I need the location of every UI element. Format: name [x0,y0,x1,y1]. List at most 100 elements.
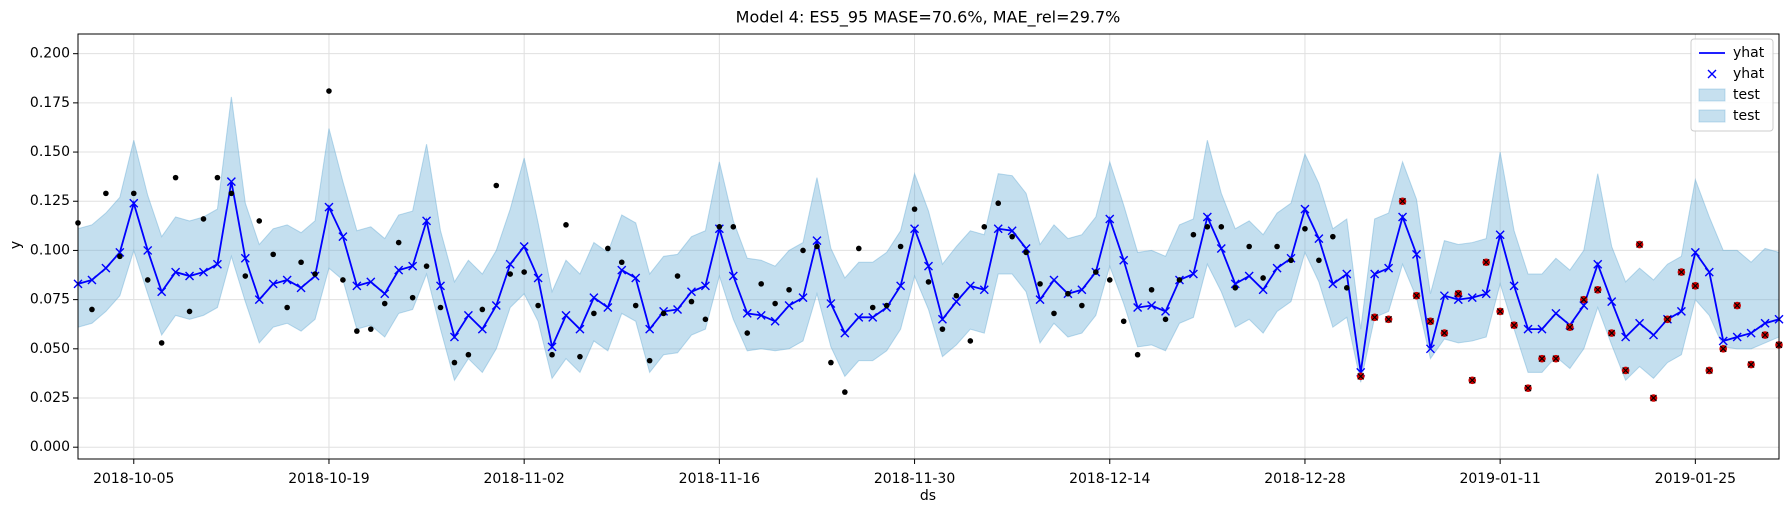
forecast-marker [993,224,1003,234]
actual-point [1079,302,1085,309]
forecast-marker [1676,306,1686,316]
actual-point [381,300,388,307]
test-point [1691,282,1700,290]
forecast-marker [1300,204,1310,214]
test-point [1663,315,1672,324]
legend-box [1690,38,1774,132]
actual-point [1190,231,1197,238]
actual-point [883,302,890,309]
forecast-marker [115,247,125,257]
actual-point [214,174,221,181]
forecast-marker [505,259,515,269]
x-tick-label: 2018-11-16 [679,471,760,487]
actual-point [256,218,263,224]
y-axis-label: y [8,241,24,249]
actual-point [897,243,904,250]
test-point-cross [1719,345,1727,353]
actual-point [869,304,876,311]
forecast-marker [1495,230,1505,240]
forecast-marker [282,275,292,285]
forecast-marker [673,304,683,314]
actual-point [702,316,709,323]
forecast-marker [1077,285,1087,295]
forecast-marker [1035,295,1045,305]
actual-point [479,306,486,313]
actual-point [1037,281,1043,287]
actual-point [911,206,918,212]
x-axis-label: ds [920,488,936,504]
forecast-marker [1216,243,1226,253]
forecast-marker [324,202,334,212]
forecast-marker [1760,318,1770,328]
test-point [1747,360,1755,369]
forecast-marker [854,312,864,322]
x-tick-label: 2019-01-11 [1459,471,1540,487]
forecast-marker [1649,330,1659,340]
forecast-marker [1523,324,1533,334]
forecast-marker [700,281,710,291]
actual-point [1274,243,1280,250]
forecast-marker [575,324,585,334]
actual-point [284,304,290,311]
forecast-marker [449,332,459,342]
test-point [1454,289,1463,298]
test-point-cross [1357,372,1365,380]
actual-point [103,190,109,197]
forecast-marker [1147,301,1157,311]
test-point-cross [1678,268,1685,276]
actual-point [1093,269,1099,275]
actual-point [842,389,848,395]
forecast-marker [756,310,766,320]
forecast-marker [1398,212,1408,222]
forecast-marker [1021,243,1031,253]
actual-point [800,247,806,254]
actual-point [1120,318,1127,325]
actual-point [395,239,402,246]
forecast-marker [1467,293,1477,303]
forecast-marker [1635,318,1645,328]
actual-point [660,310,667,317]
legend-label: yhat [1733,66,1765,82]
chart-title: Model 4: ES5_95 MASE=70.6%, MAE_rel=29.7… [736,8,1121,28]
test-point-cross [1566,323,1574,331]
forecast-marker [1133,303,1143,312]
actual-point [1009,233,1015,240]
forecast-marker [380,289,390,299]
forecast-marker [1328,279,1338,289]
actual-point [1232,285,1239,291]
actual-point [465,351,472,358]
forecast-marker [519,242,529,251]
forecast-marker [1161,306,1171,316]
forecast-marker [1411,249,1421,259]
plot-frame [77,33,1780,460]
actual-point [577,353,583,360]
actual-point [423,263,430,269]
actual-point [730,224,737,230]
test-point [1398,197,1407,206]
actual-point [744,330,751,336]
forecast-marker [1258,285,1268,295]
legend-swatch [1707,69,1717,79]
x-tick-label: 2018-11-30 [874,471,955,487]
forecast-marker [868,312,878,322]
test-point [1705,366,1714,375]
forecast-marker [394,265,404,275]
forecast-marker [1690,247,1700,257]
test-point-cross [1496,308,1504,315]
forecast-marker [226,177,236,187]
x-tick-label: 2018-10-19 [288,471,369,487]
actual-point [521,269,527,275]
test-point [1677,268,1686,276]
test-point-cross [1608,329,1616,337]
actual-point [493,182,500,189]
test-point-cross [1705,367,1713,374]
actual-point [632,302,639,309]
forecast-marker [254,295,264,305]
actual-point [591,310,597,317]
test-point-cross [1622,367,1630,374]
test-point [1566,323,1574,331]
test-point-cross [1691,282,1699,290]
test-point [1607,329,1616,337]
forecast-marker [422,216,432,226]
actual-point [1162,316,1169,323]
